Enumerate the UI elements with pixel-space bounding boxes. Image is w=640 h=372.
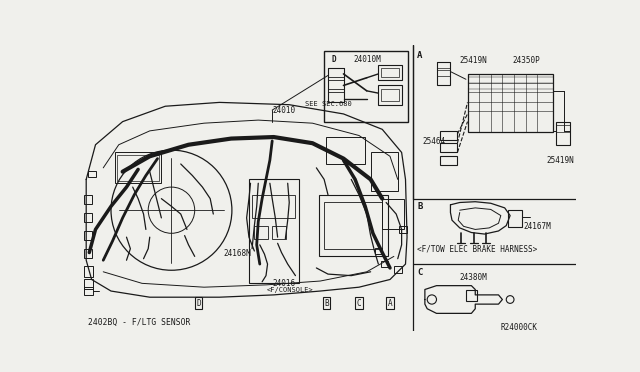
Bar xyxy=(272,225,286,240)
Bar xyxy=(328,80,344,89)
Bar xyxy=(436,70,451,76)
Bar xyxy=(436,62,451,85)
Bar xyxy=(371,153,397,191)
Bar xyxy=(556,122,570,145)
Bar xyxy=(399,226,407,232)
Text: 24167M: 24167M xyxy=(524,222,551,231)
Bar xyxy=(381,68,399,77)
Bar xyxy=(115,153,161,183)
Bar xyxy=(381,261,388,267)
Text: 25419N: 25419N xyxy=(547,156,574,165)
Text: <F/CONSOLE>: <F/CONSOLE> xyxy=(267,287,314,293)
Bar xyxy=(84,249,92,258)
Bar xyxy=(253,225,268,240)
Text: 2402BQ - F/LTG SENSOR: 2402BQ - F/LTG SENSOR xyxy=(88,318,190,327)
Text: D: D xyxy=(196,299,201,308)
Bar xyxy=(394,266,402,273)
Text: A: A xyxy=(417,51,422,60)
Bar xyxy=(84,266,93,277)
Bar xyxy=(324,51,408,122)
Bar xyxy=(324,202,382,249)
Bar xyxy=(374,248,382,254)
Bar xyxy=(508,210,522,227)
Bar xyxy=(84,287,93,295)
Text: 25464: 25464 xyxy=(422,137,445,146)
Bar xyxy=(252,195,294,218)
Text: <F/TOW ELEC BRAKE HARNESS>: <F/TOW ELEC BRAKE HARNESS> xyxy=(417,245,538,254)
Bar xyxy=(378,86,402,105)
Bar xyxy=(378,65,402,80)
Bar xyxy=(326,137,365,164)
Text: B: B xyxy=(324,299,329,308)
Bar xyxy=(328,68,344,102)
Bar xyxy=(328,92,344,102)
Bar xyxy=(328,68,344,77)
Bar xyxy=(440,131,458,140)
Bar xyxy=(436,62,451,68)
Text: C: C xyxy=(417,268,422,277)
Text: SEE SEC.680: SEE SEC.680 xyxy=(305,101,351,107)
Bar xyxy=(382,199,404,230)
Bar xyxy=(440,143,458,153)
Bar xyxy=(117,155,159,181)
Bar xyxy=(84,279,93,289)
Text: 24380M: 24380M xyxy=(459,273,487,282)
Bar xyxy=(249,179,300,283)
Text: 24010: 24010 xyxy=(272,106,295,115)
Text: D: D xyxy=(332,55,337,64)
Text: 24350P: 24350P xyxy=(513,56,540,65)
Bar xyxy=(381,89,399,101)
Bar xyxy=(84,195,92,204)
Bar xyxy=(556,125,570,132)
Bar xyxy=(84,212,92,222)
Text: C: C xyxy=(356,299,362,308)
Text: A: A xyxy=(388,299,392,308)
Text: 25419N: 25419N xyxy=(460,56,488,65)
Text: R24000CK: R24000CK xyxy=(500,323,537,332)
Text: 24016: 24016 xyxy=(272,279,295,289)
Bar xyxy=(440,155,458,165)
Text: B: B xyxy=(417,202,422,212)
Bar xyxy=(319,195,388,256)
Bar xyxy=(84,231,92,240)
Text: 24168M: 24168M xyxy=(223,249,251,258)
Text: 24010M: 24010M xyxy=(353,55,381,64)
Bar xyxy=(88,171,95,177)
Bar xyxy=(466,290,477,301)
Bar xyxy=(467,74,553,132)
